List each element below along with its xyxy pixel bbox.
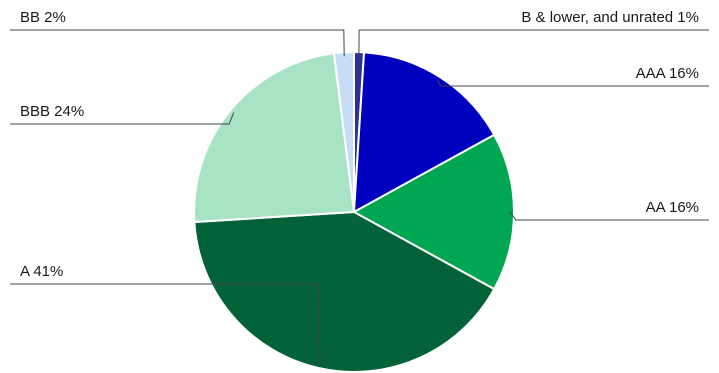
slice-label-aaa: AAA 16%: [636, 65, 699, 82]
slice-label-bb: BB 2%: [20, 9, 66, 26]
leader-line-aa: [509, 211, 709, 221]
slice-label-bbb: BBB 24%: [20, 103, 84, 120]
slice-labels: B & lower, and unrated 1% AAA 16% AA 16% A …: [20, 9, 699, 280]
leader-line-bbb: [10, 112, 235, 125]
slice-bbb: [193, 52, 356, 224]
slice-aa: [351, 133, 515, 291]
slice-a: [193, 210, 496, 373]
slice-aaa: [352, 51, 496, 214]
leader-line-aaa: [437, 80, 709, 87]
slice-label-a: A 41%: [20, 263, 63, 280]
slice-label-aa: AA 16%: [646, 199, 699, 216]
leader-line-b-lower-and-unrated: [358, 29, 709, 57]
slice-label-b-lower-and-unrated: B & lower, and unrated 1%: [521, 9, 699, 26]
leader-lines: [10, 29, 709, 365]
leader-line-a: [10, 283, 321, 365]
leader-line-bb: [10, 29, 345, 57]
pie-slices: [193, 50, 515, 373]
